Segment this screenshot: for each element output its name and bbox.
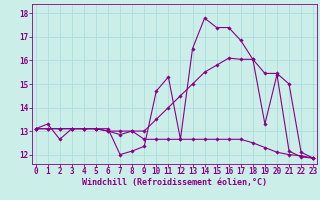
X-axis label: Windchill (Refroidissement éolien,°C): Windchill (Refroidissement éolien,°C) bbox=[82, 178, 267, 187]
